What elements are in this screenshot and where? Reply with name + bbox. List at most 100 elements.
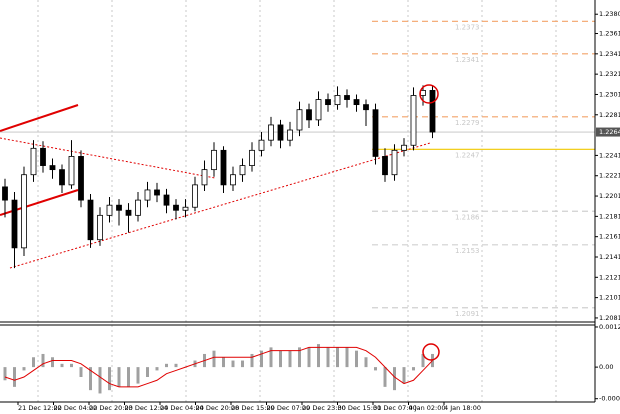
- macd-bar: [22, 367, 26, 371]
- candle-body: [116, 204, 122, 211]
- x-tick-label: 24 Dec 04:00: [160, 404, 204, 412]
- x-tick-label: 31 Dec 07:00: [373, 404, 417, 412]
- axes: 1.2380 1.2361 1.2341 1.2321 1.2301 1.2281 1.22…: [17, 10, 620, 412]
- candle-body: [372, 109, 379, 157]
- highlight-circle: [422, 343, 440, 361]
- level-label: 1.2373: [455, 23, 480, 31]
- level-label: 1.2341: [455, 56, 480, 64]
- y2-tick-label: -0.00096: [599, 395, 620, 403]
- candle-body: [173, 204, 179, 211]
- level-label: 1.2091: [455, 310, 480, 318]
- y-tick-label: 1.2181: [599, 212, 620, 220]
- macd-pane: [3, 344, 434, 394]
- candle-body: [268, 124, 274, 141]
- x-tick-label: 21 Dec 12:00: [18, 404, 62, 412]
- macd-bar: [345, 347, 349, 368]
- macd-bar: [79, 367, 83, 377]
- candle-body: [201, 169, 208, 186]
- channel-line: [0, 104, 79, 132]
- level-label: 1.2153: [455, 247, 480, 255]
- level-label: 1.2247: [455, 151, 480, 159]
- candle-body: [363, 104, 369, 111]
- macd-bar: [364, 357, 368, 368]
- macd-bar: [136, 367, 140, 384]
- y-tick-label: 1.2081: [599, 314, 620, 322]
- y-tick-label: 1.2161: [599, 233, 620, 241]
- x-tick-label: 29 Dec 07:00: [267, 404, 311, 412]
- candle-body: [353, 99, 360, 106]
- macd-bar: [155, 367, 159, 371]
- candle-body: [163, 194, 170, 206]
- candle-body: [277, 124, 284, 141]
- y-tick-label: 1.2281: [599, 111, 620, 119]
- candle-body: [211, 149, 217, 171]
- y-tick-label: 1.2101: [599, 294, 620, 302]
- candle-body: [144, 189, 151, 201]
- candle-body: [401, 144, 407, 151]
- y2-tick-label: 0.00122: [599, 323, 620, 331]
- y-tick-label: 1.2241: [599, 151, 620, 159]
- y-tick-label: 1.2221: [599, 172, 620, 180]
- candle-body: [239, 165, 246, 176]
- candle-body: [30, 147, 37, 176]
- macd-bar: [288, 350, 292, 368]
- macd-signal: [4, 346, 433, 388]
- candle-body: [410, 95, 417, 146]
- candle-body: [192, 184, 198, 208]
- macd-bar: [241, 360, 244, 368]
- candle-body: [21, 174, 27, 249]
- candle-body: [59, 169, 65, 186]
- y-tick-label: 1.2380: [599, 10, 620, 18]
- candle-body: [68, 156, 75, 186]
- candle-body: [87, 199, 94, 241]
- x-tick-label: 4 Jan 02:00: [409, 404, 446, 412]
- macd-bar: [412, 367, 415, 371]
- macd-bar: [108, 367, 111, 391]
- candles: [2, 85, 436, 269]
- macd-bar: [260, 350, 263, 368]
- candle-body: [230, 174, 236, 186]
- macd-bar: [60, 363, 64, 368]
- macd-bar: [146, 367, 149, 377]
- candle-body: [125, 209, 132, 216]
- macd-bar: [70, 363, 73, 368]
- candle-body: [11, 199, 18, 249]
- candle-body: [325, 99, 331, 106]
- candle-body: [97, 214, 103, 241]
- candle-body: [306, 109, 312, 121]
- macd-bar: [421, 353, 425, 368]
- macd-bar: [279, 350, 282, 368]
- candle-body: [135, 199, 141, 216]
- candle-body: [429, 90, 436, 133]
- macd-bar: [89, 367, 92, 391]
- macd-bar: [98, 367, 102, 394]
- candle-body: [78, 156, 84, 201]
- macd-bar: [269, 347, 273, 368]
- macd-bar: [355, 350, 358, 368]
- x-tick-label: 24 Dec 20:00: [196, 404, 240, 412]
- candle-body: [296, 109, 303, 131]
- y-tick-label: 1.2141: [599, 253, 620, 261]
- macd-bar: [212, 350, 216, 368]
- candle-body: [391, 149, 398, 176]
- macd-bar: [336, 347, 339, 368]
- highlight-circle: [419, 84, 439, 104]
- candle-body: [106, 204, 113, 216]
- x-tick-label: 22 Dec 20:00: [89, 404, 133, 412]
- macd-bar: [374, 367, 377, 371]
- macd-bar: [117, 367, 121, 387]
- macd-bar: [32, 357, 35, 368]
- candle-body: [2, 186, 8, 201]
- y-tick-label: 1.2301: [599, 90, 620, 98]
- macd-bar: [174, 363, 178, 368]
- candle-body: [382, 156, 388, 176]
- candle-body: [154, 189, 160, 196]
- candle-body: [334, 95, 341, 106]
- candle-body: [344, 95, 350, 100]
- candle-body: [249, 149, 255, 166]
- macd-bar: [402, 367, 406, 384]
- trend-line: [9, 142, 431, 269]
- macd-bar: [222, 357, 225, 368]
